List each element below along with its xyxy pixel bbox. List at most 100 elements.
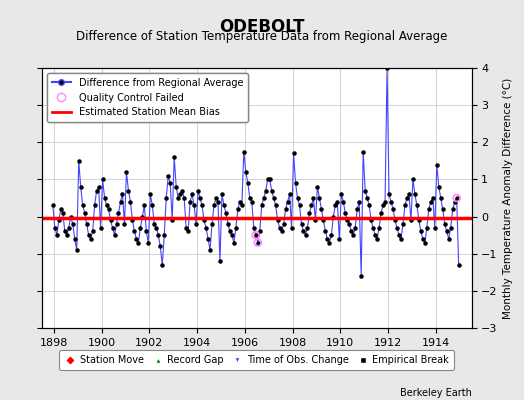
Point [230, 239, 238, 246]
Point [84, 232, 93, 238]
Point [71, 236, 79, 242]
Point [427, 198, 435, 205]
Point [254, 239, 262, 246]
Point [118, 191, 127, 198]
Point [164, 172, 172, 179]
Point [146, 191, 155, 198]
Point [321, 228, 330, 235]
Point [242, 169, 250, 175]
Point [174, 195, 182, 201]
Point [395, 232, 403, 238]
Point [433, 161, 441, 168]
Point [94, 184, 103, 190]
Point [313, 184, 322, 190]
Point [419, 236, 427, 242]
Point [274, 217, 282, 224]
Point [371, 232, 379, 238]
Point [411, 191, 419, 198]
Point [281, 206, 290, 212]
Point [365, 202, 373, 209]
Point [168, 217, 177, 224]
Point [254, 239, 262, 246]
Point [108, 224, 117, 231]
Point [61, 228, 69, 235]
Point [345, 221, 354, 227]
Point [315, 195, 324, 201]
Point [443, 228, 451, 235]
Point [64, 224, 73, 231]
Point [238, 202, 246, 209]
Point [116, 198, 125, 205]
Point [206, 247, 214, 253]
Point [307, 202, 315, 209]
Point [81, 210, 89, 216]
Point [446, 224, 455, 231]
Legend: Difference from Regional Average, Quality Control Failed, Estimated Station Mean: Difference from Regional Average, Qualit… [47, 73, 248, 122]
Point [148, 202, 157, 209]
Point [369, 224, 377, 231]
Point [335, 236, 344, 242]
Point [414, 217, 423, 224]
Point [228, 232, 236, 238]
Point [339, 198, 347, 205]
Point [57, 206, 65, 212]
Point [266, 176, 274, 183]
Point [236, 198, 244, 205]
Point [86, 236, 95, 242]
Point [222, 210, 230, 216]
Point [49, 202, 57, 209]
Point [357, 273, 365, 279]
Point [423, 224, 431, 231]
Point [156, 243, 165, 250]
Point [142, 228, 150, 235]
Point [257, 202, 266, 209]
Point [92, 187, 101, 194]
Point [232, 224, 240, 231]
Point [261, 187, 270, 194]
Point [126, 198, 135, 205]
Point [210, 202, 218, 209]
Point [239, 148, 248, 155]
Point [121, 221, 129, 227]
Point [208, 221, 216, 227]
Point [111, 232, 119, 238]
Point [89, 228, 97, 235]
Point [69, 221, 77, 227]
Point [192, 221, 200, 227]
Point [325, 239, 334, 246]
Point [256, 228, 264, 235]
Point [436, 195, 445, 201]
Point [140, 202, 149, 209]
Point [361, 187, 369, 194]
Point [134, 239, 143, 246]
Point [387, 198, 395, 205]
Point [311, 217, 320, 224]
Point [77, 184, 85, 190]
Point [182, 224, 190, 231]
Point [379, 202, 387, 209]
Point [252, 232, 260, 238]
Point [184, 228, 192, 235]
Point [429, 195, 437, 201]
Point [287, 224, 296, 231]
Point [351, 224, 359, 231]
Point [91, 202, 99, 209]
Point [172, 184, 180, 190]
Point [246, 195, 254, 201]
Point [286, 191, 294, 198]
Point [367, 217, 375, 224]
Point [180, 195, 188, 201]
Point [389, 206, 397, 212]
Point [198, 202, 206, 209]
Point [216, 258, 224, 264]
Point [224, 221, 232, 227]
Point [67, 213, 75, 220]
Point [439, 206, 447, 212]
Point [283, 198, 292, 205]
Point [331, 202, 340, 209]
Point [96, 224, 105, 231]
Point [166, 180, 174, 186]
Point [51, 224, 59, 231]
Point [444, 236, 453, 242]
Point [138, 213, 147, 220]
